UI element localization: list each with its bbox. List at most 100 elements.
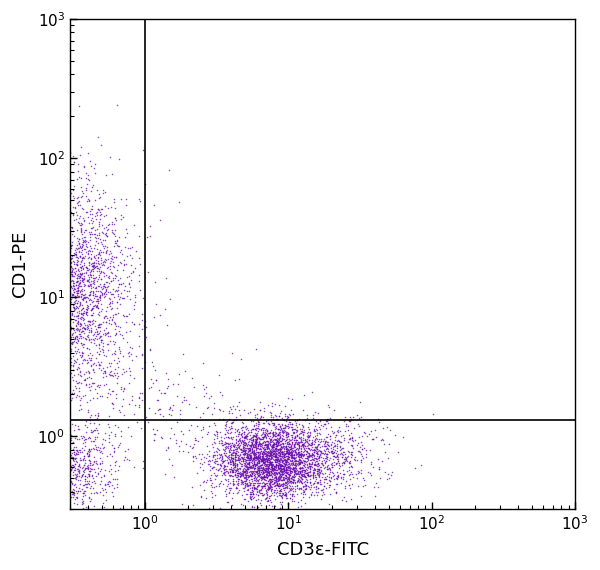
Point xyxy=(233,478,243,487)
Point xyxy=(272,479,281,488)
Point xyxy=(282,479,292,488)
Point xyxy=(113,282,123,291)
Point xyxy=(150,429,160,438)
Point xyxy=(235,439,244,448)
Point xyxy=(83,281,92,290)
Point xyxy=(248,431,258,440)
Point xyxy=(288,487,298,496)
Point xyxy=(73,197,83,206)
Point xyxy=(273,464,283,473)
Point xyxy=(263,483,273,492)
Point xyxy=(97,267,106,276)
Point xyxy=(311,487,321,496)
Point xyxy=(107,304,117,313)
Point xyxy=(67,465,76,474)
Point xyxy=(278,428,287,437)
Point xyxy=(93,410,103,420)
Point xyxy=(242,445,251,454)
Point xyxy=(90,290,100,299)
Point xyxy=(230,462,239,471)
Point xyxy=(265,466,275,475)
Point xyxy=(280,478,290,487)
Point xyxy=(307,455,317,464)
Point xyxy=(288,475,298,484)
Point xyxy=(328,445,337,454)
Point xyxy=(247,453,256,462)
Point xyxy=(248,447,257,456)
Point xyxy=(253,478,262,487)
Point xyxy=(204,455,214,465)
Point xyxy=(73,422,83,431)
Point xyxy=(100,292,110,301)
Point xyxy=(270,455,280,465)
Point xyxy=(266,459,276,469)
Point xyxy=(285,467,295,477)
Point xyxy=(116,194,126,203)
Point xyxy=(77,327,86,336)
Point xyxy=(267,402,277,411)
Point xyxy=(266,462,275,471)
Point xyxy=(265,432,274,441)
Point xyxy=(105,294,115,303)
Point xyxy=(246,441,256,450)
Point xyxy=(238,477,247,486)
Point xyxy=(224,454,234,463)
Point xyxy=(76,251,85,260)
Point xyxy=(110,364,119,373)
Point xyxy=(259,432,268,441)
Point xyxy=(220,456,230,465)
Point xyxy=(262,486,271,495)
Point xyxy=(243,459,253,469)
Point xyxy=(109,276,118,285)
Point xyxy=(249,475,259,484)
Point xyxy=(263,468,273,477)
Point xyxy=(255,405,265,414)
Point xyxy=(191,402,201,412)
Point xyxy=(74,214,84,223)
Point xyxy=(103,220,113,229)
Point xyxy=(244,428,253,437)
Point xyxy=(85,295,94,304)
Point xyxy=(82,482,91,491)
Point xyxy=(110,214,120,223)
Point xyxy=(334,428,343,437)
Point xyxy=(289,454,299,463)
Point xyxy=(300,457,310,466)
Point xyxy=(254,466,263,475)
Point xyxy=(317,486,327,495)
Point xyxy=(276,466,286,475)
Point xyxy=(273,454,283,463)
Point xyxy=(293,457,302,466)
Point xyxy=(245,462,254,471)
Point xyxy=(92,207,101,217)
Point xyxy=(86,205,96,214)
Point xyxy=(236,461,246,470)
Point xyxy=(113,371,122,380)
Point xyxy=(254,425,264,434)
Point xyxy=(68,438,77,447)
Point xyxy=(265,464,274,473)
Point xyxy=(89,444,99,453)
Point xyxy=(89,329,99,339)
Point xyxy=(91,333,100,343)
Point xyxy=(288,458,298,467)
Point xyxy=(247,441,256,450)
Point xyxy=(250,474,259,483)
Point xyxy=(374,462,383,471)
Point xyxy=(314,453,324,462)
Point xyxy=(323,400,332,409)
Point xyxy=(225,467,235,476)
Point xyxy=(199,381,208,390)
Point xyxy=(254,433,263,442)
Point xyxy=(296,452,306,461)
Point xyxy=(248,463,257,472)
Point xyxy=(281,458,290,467)
Point xyxy=(308,467,317,477)
Point xyxy=(339,470,349,479)
Point xyxy=(222,498,232,507)
Point xyxy=(327,458,337,467)
Point xyxy=(341,419,351,428)
Point xyxy=(273,431,283,440)
Point xyxy=(295,437,304,446)
Point xyxy=(236,470,245,479)
